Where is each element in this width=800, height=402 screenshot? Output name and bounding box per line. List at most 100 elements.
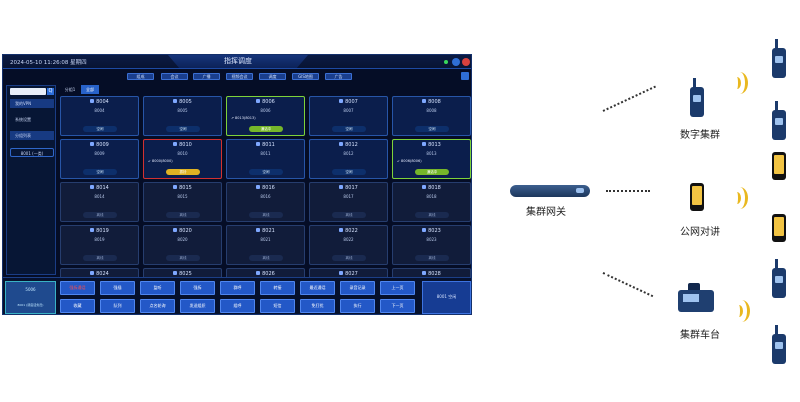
status-badge: 空闲 <box>249 169 283 175</box>
phone-icon <box>422 271 427 275</box>
terminal-cell[interactable]: 8010 8010 ↙ 8000(8000) 振铃 <box>143 139 222 179</box>
search-input[interactable] <box>10 88 46 95</box>
terminal-cell[interactable]: 8025 <box>143 268 222 278</box>
control-button[interactable]: 转接 <box>260 281 295 295</box>
minimize-button[interactable] <box>452 58 460 66</box>
phone-icon <box>256 271 261 275</box>
sidebar-item-groups[interactable]: 分组列表 <box>10 131 54 140</box>
terminal-name: 8008 <box>426 108 437 113</box>
terminal-cell[interactable]: 8009 8009 空闲 <box>60 139 139 179</box>
expand-icon[interactable] <box>461 72 469 80</box>
terminal-number: 8014 <box>61 185 138 191</box>
terminal-number-text: 8007 <box>345 99 358 105</box>
terminal-cell[interactable]: 8015 8015 离线 <box>143 182 222 222</box>
terminal-number-text: 8010 <box>179 142 192 148</box>
control-button[interactable]: 上一页 <box>380 281 415 295</box>
terminal-cell[interactable]: 8022 8022 离线 <box>309 225 388 265</box>
terminal-number: 8026 <box>227 271 304 277</box>
close-button[interactable] <box>462 58 470 66</box>
terminal-number: 8023 <box>393 228 470 234</box>
terminal-cell[interactable]: 8028 <box>392 268 471 278</box>
sidebar-item-settings[interactable]: 系统设置 <box>15 117 31 122</box>
tab-gis-map[interactable]: GIS地图 <box>292 73 319 80</box>
digital-trunk-label: 数字集群 <box>680 130 720 141</box>
car-radio-screen <box>683 294 699 302</box>
control-button[interactable]: 录音记录 <box>340 281 375 295</box>
terminal-cell[interactable]: 8020 8020 离线 <box>143 225 222 265</box>
phone-icon <box>173 99 178 103</box>
control-button[interactable]: 群呼 <box>220 281 255 295</box>
terminal-cell[interactable]: 8017 8017 离线 <box>309 182 388 222</box>
tab-ads[interactable]: 广告 <box>325 73 352 80</box>
tab-dispatch[interactable]: 调度 <box>259 73 286 80</box>
search-icon[interactable]: Q <box>47 88 54 95</box>
terminal-cell[interactable]: 8007 8007 空闲 <box>309 96 388 136</box>
radio-icon <box>772 39 786 78</box>
control-button[interactable]: 免打扰 <box>300 299 335 313</box>
control-button[interactable]: 监听 <box>140 281 175 295</box>
terminal-cell[interactable]: 8019 8019 离线 <box>60 225 139 265</box>
tab-compose[interactable]: 组成 <box>127 73 154 80</box>
dispatch-console-window: 2024-05-10 11:26:08 星期四 指挥调度 组成 会议 广播 视频… <box>2 54 472 315</box>
control-button[interactable]: 强拆 <box>180 281 215 295</box>
tab-group1[interactable]: 分组1 <box>64 87 76 92</box>
status-badge: 空闲 <box>415 126 449 132</box>
terminal-cell[interactable]: 8018 8018 离线 <box>392 182 471 222</box>
call-info: ↙ 8006(8006) <box>397 159 422 163</box>
phone-icon <box>339 228 344 232</box>
terminal-cell[interactable]: 8021 8021 离线 <box>226 225 305 265</box>
terminal-number-text: 8028 <box>428 271 441 277</box>
radio-icon <box>772 325 786 364</box>
status-badge: 离线 <box>83 255 117 261</box>
smartphone-icon <box>690 183 704 211</box>
terminal-cell[interactable]: 8026 <box>226 268 305 278</box>
terminal-number-text: 8009 <box>96 142 109 148</box>
control-button[interactable]: 短信 <box>260 299 295 313</box>
terminal-cell[interactable]: 8014 8014 离线 <box>60 182 139 222</box>
self-status-panel[interactable]: 8001 空闲 <box>422 281 471 314</box>
terminal-cell[interactable]: 8024 <box>60 268 139 278</box>
control-button[interactable]: 点名轮询 <box>140 299 175 313</box>
control-button[interactable]: 收藏 <box>60 299 95 313</box>
control-button[interactable]: 最近通话 <box>300 281 335 295</box>
phone-icon <box>173 228 178 232</box>
terminal-cell[interactable]: 8008 8008 空闲 <box>392 96 471 136</box>
terminal-cell[interactable]: 8027 <box>309 268 388 278</box>
terminal-name: 8020 <box>177 237 188 242</box>
terminal-name: 8014 <box>94 194 105 199</box>
terminal-number: 8010 <box>144 142 221 148</box>
terminal-cell[interactable]: 8006 8006 ↗ 8013(8013) 通话中 <box>226 96 305 136</box>
terminal-cell[interactable]: 8013 8013 ↙ 8006(8006) 通话中 <box>392 139 471 179</box>
status-badge: 离线 <box>415 255 449 261</box>
operator-number: 5006 <box>25 287 36 292</box>
sidebar-item-group-8001[interactable]: 8001 (一类) <box>10 148 54 157</box>
terminal-cell[interactable]: 8004 8004 空闲 <box>60 96 139 136</box>
terminal-cell[interactable]: 8005 8005 空闲 <box>143 96 222 136</box>
status-dot-icon <box>444 60 448 64</box>
status-badge: 通话中 <box>415 169 449 175</box>
sidebar-item-vpn[interactable]: 我的VPN <box>10 99 54 108</box>
control-button[interactable]: 强插 <box>100 281 135 295</box>
control-button[interactable]: 执行 <box>340 299 375 313</box>
control-button[interactable]: 下一页 <box>380 299 415 313</box>
tab-video-meeting[interactable]: 视频会议 <box>226 73 253 80</box>
tab-all[interactable]: 全部 <box>81 85 99 94</box>
terminal-cell[interactable]: 8016 8016 离线 <box>226 182 305 222</box>
status-badge: 离线 <box>249 212 283 218</box>
control-button[interactable]: 组呼 <box>220 299 255 313</box>
phone-icon <box>173 142 178 146</box>
terminal-cell[interactable]: 8012 8012 空闲 <box>309 139 388 179</box>
signal-arc <box>733 77 741 89</box>
terminal-cell[interactable]: 8023 8023 离线 <box>392 225 471 265</box>
tab-broadcast[interactable]: 广播 <box>193 73 220 80</box>
radio-icon <box>690 78 704 117</box>
status-badge: 空闲 <box>166 126 200 132</box>
terminal-cell[interactable]: 8011 8011 空闲 <box>226 139 305 179</box>
control-button[interactable]: 强拆通话 <box>60 281 95 295</box>
tab-meeting[interactable]: 会议 <box>161 73 188 80</box>
control-button[interactable]: 发送组织 <box>180 299 215 313</box>
terminal-name: 8010 <box>177 151 188 156</box>
control-button[interactable]: 队列 <box>100 299 135 313</box>
terminal-name: 8021 <box>260 237 271 242</box>
current-operator-panel[interactable]: 5006 8001 (调度话务员) <box>5 281 56 314</box>
